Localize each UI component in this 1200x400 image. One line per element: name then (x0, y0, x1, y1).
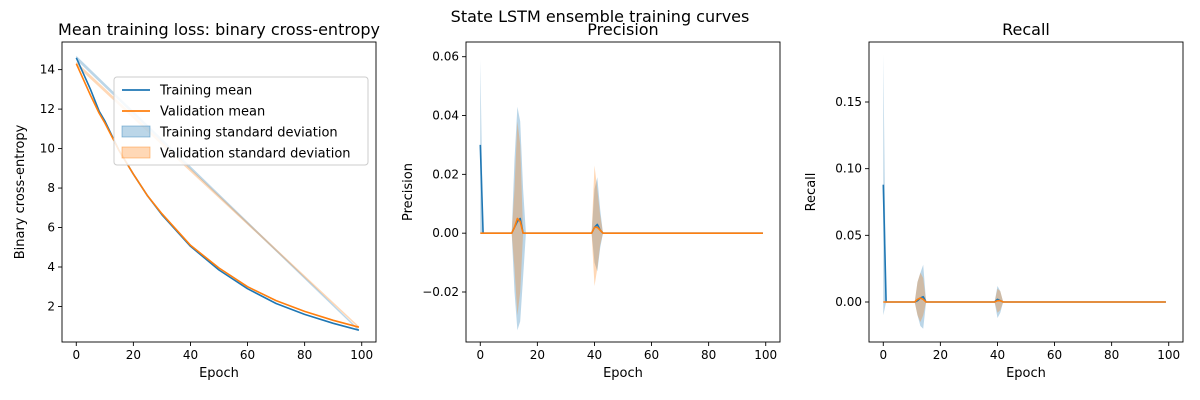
x-tick-label: 40 (183, 348, 198, 362)
y-tick-label: 0.05 (835, 228, 862, 242)
x-tick-label: 80 (297, 348, 312, 362)
x-tick-label: 100 (350, 348, 373, 362)
x-tick-label: 80 (1104, 348, 1119, 362)
y-tick-label: 4 (47, 260, 55, 274)
legend: Training mean Validation mean Training sta… (113, 76, 369, 166)
legend-box (113, 76, 369, 166)
y-tick-label: 0.15 (835, 95, 862, 109)
y-tick-label: 12 (40, 102, 55, 116)
x-tick-label: 60 (240, 348, 255, 362)
x-axis-label: Epoch (603, 366, 643, 381)
y-axis-label: Binary cross-entropy (13, 124, 28, 259)
std-band-training (480, 59, 763, 331)
series-line-training (882, 184, 1166, 303)
chart-title: Mean training loss: binary cross-entropy (58, 20, 380, 39)
y-tick-label: 0.10 (835, 162, 862, 176)
y-tick-label: 8 (47, 181, 55, 195)
legend-entry: Validation mean (160, 105, 265, 120)
chart-title: Precision (587, 20, 658, 39)
series-line-validation (480, 217, 763, 234)
y-tick-label: 0.06 (432, 50, 459, 64)
y-tick-label: 2 (47, 299, 55, 313)
chart-panel-1: Mean training loss: binary cross-entropy… (13, 20, 380, 381)
x-tick-label: 40 (587, 348, 602, 362)
axes-frame (465, 41, 781, 343)
legend-entry: Training mean (159, 84, 252, 99)
x-tick-label: 0 (72, 348, 80, 362)
legend-entry: Validation standard deviation (160, 147, 351, 162)
figure-suptitle: State LSTM ensemble training curves (451, 7, 750, 26)
x-axis-label: Epoch (199, 366, 239, 381)
x-tick-label: 60 (644, 348, 659, 362)
series-line-validation (75, 63, 360, 328)
x-tick-label: 0 (879, 348, 887, 362)
x-axis-label: Epoch (1006, 366, 1046, 381)
y-axis-label: Recall (804, 173, 819, 212)
y-tick-label: −0.02 (422, 285, 459, 299)
chart-panel-2: Precision 0 20 40 60 80 100 −0.02 0.00 0.02 0.04 0.… (401, 20, 781, 381)
legend-band-swatch (121, 146, 151, 159)
x-tick-label: 20 (530, 348, 545, 362)
y-tick-label: 0.04 (432, 109, 459, 123)
y-axis-label: Precision (401, 163, 416, 221)
legend-entry: Training standard deviation (159, 126, 338, 141)
x-tick-label: 20 (126, 348, 141, 362)
x-tick-label: 100 (754, 348, 777, 362)
x-tick-label: 60 (1047, 348, 1062, 362)
axes-frame (61, 41, 377, 343)
y-tick-label: 6 (47, 221, 55, 235)
y-tick-label: 14 (40, 63, 55, 77)
y-tick-label: 10 (40, 142, 55, 156)
y-tick-label: 0.02 (432, 167, 459, 181)
chart-title: Recall (1002, 20, 1050, 39)
chart-panel-3: Recall 0 20 40 60 80 100 0.00 0.05 0.10 0.15 Epoch R… (804, 20, 1184, 381)
x-tick-label: 80 (701, 348, 716, 362)
x-tick-label: 40 (990, 348, 1005, 362)
y-tick-label: 0.00 (835, 295, 862, 309)
x-tick-label: 100 (1157, 348, 1180, 362)
plot-area (882, 54, 1166, 329)
x-tick-label: 20 (933, 348, 948, 362)
chart-panels: Mean training loss: binary cross-entropy… (13, 20, 1184, 381)
std-band-training (883, 54, 1166, 329)
legend-band-swatch (121, 125, 151, 138)
series-line-validation (883, 297, 1166, 303)
x-tick-label: 0 (476, 348, 484, 362)
y-tick-label: 0.00 (432, 226, 459, 240)
axes-frame (868, 41, 1184, 343)
plot-area (479, 59, 763, 331)
